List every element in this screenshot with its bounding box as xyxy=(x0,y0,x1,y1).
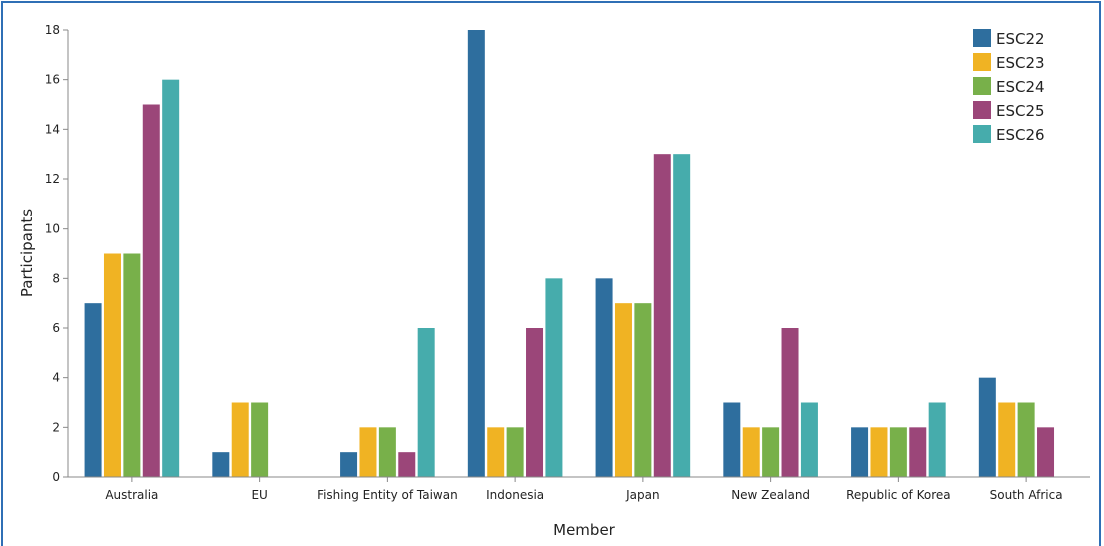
bar-esc22-indonesia xyxy=(467,30,485,477)
bar-esc22-south-africa xyxy=(978,377,996,477)
bar-esc25-republic-of-korea xyxy=(909,427,927,477)
x-tick-label: Fishing Entity of Taiwan xyxy=(317,488,458,502)
legend-label: ESC22 xyxy=(996,30,1045,48)
bar-esc24-new-zealand xyxy=(762,427,780,477)
legend: ESC22 ESC23 ESC24 ESC25 ESC26 xyxy=(973,29,1045,144)
x-tick-label: Republic of Korea xyxy=(846,488,951,502)
legend-label: ESC24 xyxy=(996,78,1045,96)
bar-esc22-new-zealand xyxy=(723,402,741,477)
bar-esc23-australia xyxy=(103,253,121,477)
legend-swatch xyxy=(973,53,991,71)
legend-label: ESC26 xyxy=(996,126,1045,144)
bar-esc24-republic-of-korea xyxy=(889,427,907,477)
bar-esc25-australia xyxy=(142,104,160,477)
legend-swatch xyxy=(973,77,991,95)
y-tick-label: 10 xyxy=(45,222,60,236)
y-tick-label: 14 xyxy=(45,122,60,136)
x-tick-label: Indonesia xyxy=(486,488,544,502)
legend-label: ESC25 xyxy=(996,102,1045,120)
x-axis-title: Member xyxy=(553,521,616,539)
x-tick-label: New Zealand xyxy=(731,488,810,502)
y-tick-label: 12 xyxy=(45,172,60,186)
bars-group xyxy=(84,30,1055,478)
bar-esc26-japan xyxy=(673,154,691,477)
bar-esc22-fishing-entity-of-taiwan xyxy=(340,452,358,477)
bar-esc24-eu xyxy=(251,402,269,477)
bar-esc26-australia xyxy=(162,79,180,478)
legend-swatch xyxy=(973,125,991,143)
x-tick-label: South Africa xyxy=(990,488,1063,502)
bar-esc22-japan xyxy=(595,278,613,477)
legend-label: ESC23 xyxy=(996,54,1045,72)
x-tick-label: EU xyxy=(251,488,267,502)
x-axis-ticks: Australia EU Fishing Entity of Taiwan Indon… xyxy=(105,477,1063,502)
y-tick-label: 2 xyxy=(52,420,60,434)
bar-esc25-south-africa xyxy=(1037,427,1055,477)
bar-esc22-australia xyxy=(84,303,102,477)
bar-esc25-indonesia xyxy=(526,328,544,477)
bar-esc25-new-zealand xyxy=(781,328,799,477)
bar-esc24-indonesia xyxy=(506,427,524,477)
bar-esc24-fishing-entity-of-taiwan xyxy=(378,427,396,477)
bar-esc26-fishing-entity-of-taiwan xyxy=(417,328,435,477)
bar-esc23-fishing-entity-of-taiwan xyxy=(359,427,377,477)
y-tick-label: 18 xyxy=(45,23,60,37)
bar-esc26-indonesia xyxy=(545,278,563,477)
y-tick-label: 8 xyxy=(52,271,60,285)
y-axis-ticks: 0 2 4 6 8 10 12 14 16 18 xyxy=(45,23,68,484)
bar-esc22-eu xyxy=(212,452,230,477)
bar-esc24-australia xyxy=(123,253,141,477)
bar-esc23-japan xyxy=(614,303,632,477)
bar-esc22-republic-of-korea xyxy=(851,427,869,477)
bar-esc26-new-zealand xyxy=(800,402,818,477)
bar-esc23-south-africa xyxy=(998,402,1016,477)
y-axis-title: Participants xyxy=(18,209,36,297)
x-tick-label: Japan xyxy=(625,488,659,502)
bar-esc23-indonesia xyxy=(487,427,505,477)
y-tick-label: 6 xyxy=(52,321,60,335)
y-tick-label: 16 xyxy=(45,73,60,87)
bar-esc23-new-zealand xyxy=(742,427,760,477)
bar-esc24-japan xyxy=(634,303,652,477)
y-tick-label: 4 xyxy=(52,371,60,385)
y-tick-label: 0 xyxy=(52,470,60,484)
legend-swatch xyxy=(973,29,991,47)
legend-swatch xyxy=(973,101,991,119)
bar-esc25-japan xyxy=(653,154,671,477)
bar-esc23-republic-of-korea xyxy=(870,427,888,477)
bar-esc24-south-africa xyxy=(1017,402,1035,477)
x-tick-label: Australia xyxy=(105,488,158,502)
bar-esc25-fishing-entity-of-taiwan xyxy=(398,452,416,477)
bar-esc26-republic-of-korea xyxy=(928,402,946,477)
bar-esc23-eu xyxy=(231,402,249,477)
